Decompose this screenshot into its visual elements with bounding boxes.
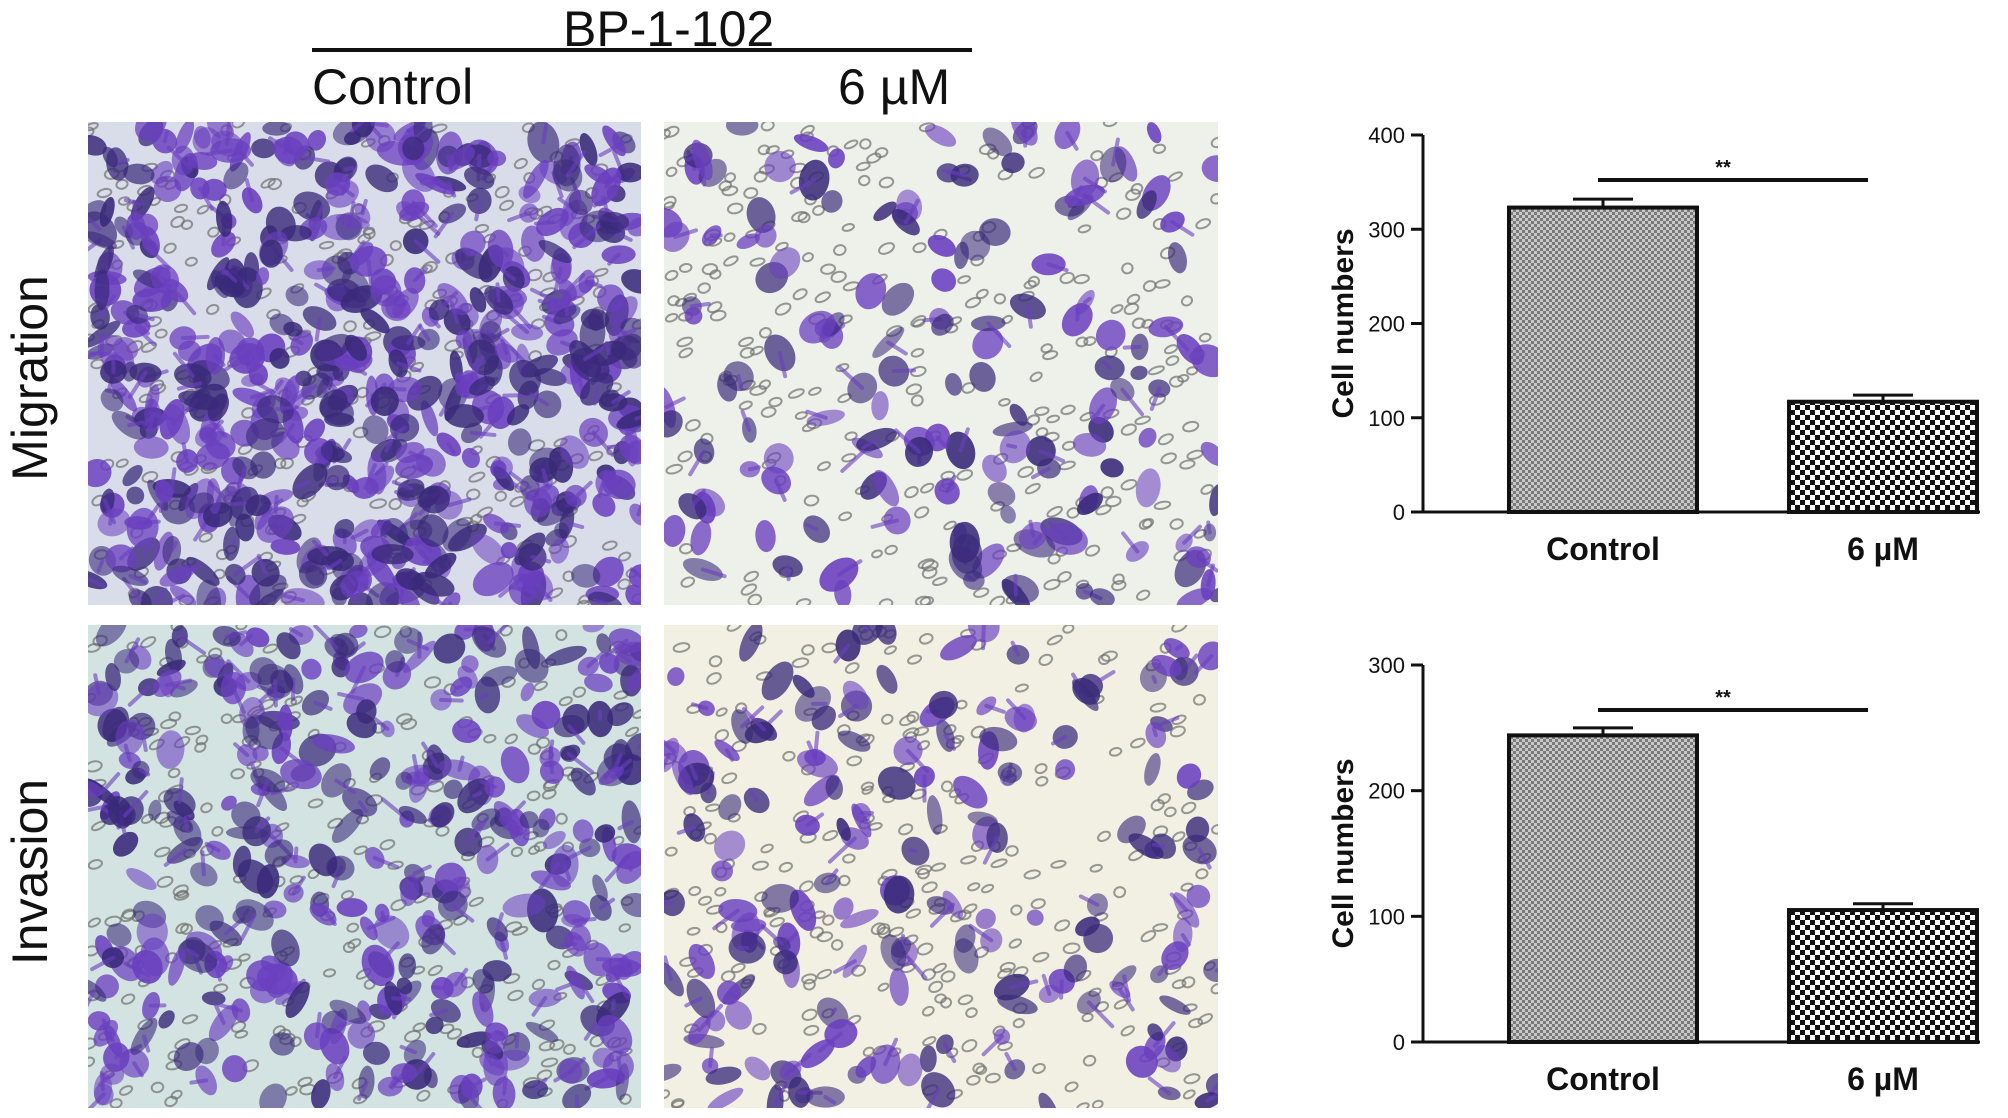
- bar-chart-invasion: 0 100 200 300 Cell numbers Control 6 µM **: [1300, 640, 2000, 1110]
- bar-treated: [1787, 399, 1979, 515]
- micrograph-texture: [88, 625, 641, 1108]
- header-group-label: BP-1-102: [563, 1, 775, 57]
- significance-label: **: [1715, 157, 1731, 179]
- y-tick-label: 200: [1368, 312, 1405, 337]
- x-tick-label: Control: [1546, 531, 1660, 567]
- micrograph-control-migration: [88, 122, 641, 605]
- bar-chart-migration: 0 100 200 300 400 Cell numbers Control 6 µM **: [1300, 110, 2000, 580]
- x-tick-label: 6 µM: [1847, 531, 1919, 567]
- micrograph-treated-migration: [664, 122, 1218, 605]
- micrograph-treated-invasion: [664, 625, 1218, 1108]
- y-tick-label: 100: [1368, 406, 1405, 431]
- y-tick-label: 400: [1368, 123, 1405, 148]
- bar-treated: [1787, 908, 1979, 1044]
- significance-label: **: [1715, 687, 1731, 709]
- column-label-treated: 6 µM: [838, 59, 951, 115]
- y-tick-label: 300: [1368, 653, 1405, 678]
- y-axis-label: Cell numbers: [1327, 758, 1360, 948]
- y-axis-label: Cell numbers: [1327, 228, 1360, 418]
- micrograph-control-invasion: [88, 625, 641, 1108]
- x-tick-label: Control: [1546, 1061, 1660, 1097]
- micrograph-texture: [88, 122, 641, 605]
- y-tick-label: 300: [1368, 217, 1405, 242]
- y-tick-label: 200: [1368, 779, 1405, 804]
- row-label-invasion: Invasion: [2, 778, 58, 966]
- row-label-migration: Migration: [2, 275, 58, 481]
- x-tick-label: 6 µM: [1847, 1061, 1919, 1097]
- y-tick-label: 100: [1368, 904, 1405, 929]
- micrograph-texture: [664, 625, 1218, 1108]
- y-tick-label: 0: [1393, 500, 1405, 525]
- chart-svg: 0 100 200 300 400 Cell numbers Control 6 µM **: [1327, 123, 1980, 567]
- micrograph-texture: [664, 122, 1218, 605]
- chart-svg: 0 100 200 300 Cell numbers Control 6 µM **: [1327, 653, 1980, 1097]
- y-tick-label: 0: [1393, 1030, 1405, 1055]
- column-label-control: Control: [312, 59, 474, 115]
- bar-control: [1507, 733, 1699, 1045]
- bar-control: [1507, 205, 1699, 514]
- header-rule: [312, 48, 972, 52]
